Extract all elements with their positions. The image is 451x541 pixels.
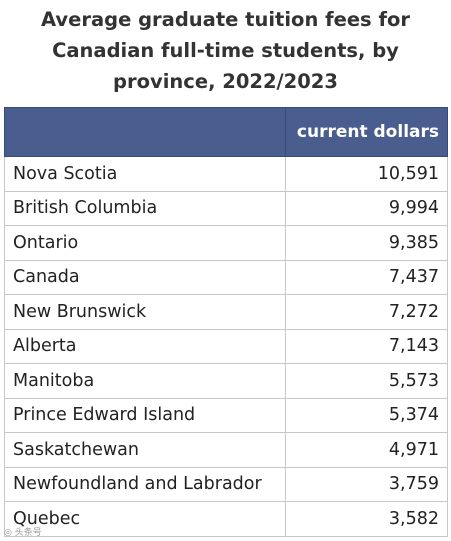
row-label: Alberta: [4, 328, 286, 364]
row-value: 3,582: [285, 501, 448, 537]
table-header-row: current dollars: [4, 107, 448, 157]
row-label: Nova Scotia: [4, 156, 286, 192]
row-label: Manitoba: [4, 363, 286, 399]
table-row: Manitoba 5,573: [4, 363, 448, 399]
row-value: 7,143: [285, 328, 448, 364]
row-value: 7,437: [285, 259, 448, 295]
chart-title: Average graduate tuition fees for Canadi…: [0, 4, 451, 97]
table-row: Prince Edward Island 5,374: [4, 397, 448, 433]
row-label: Canada: [4, 259, 286, 295]
table-row: Canada 7,437: [4, 259, 448, 295]
row-value: 9,994: [285, 190, 448, 226]
row-label: Ontario: [4, 225, 286, 261]
table-row: Newfoundland and Labrador 3,759: [4, 466, 448, 502]
column-header-label: [4, 107, 286, 157]
title-line: province, 2022/2023: [113, 70, 338, 93]
tuition-table: current dollars Nova Scotia 10,591 British…: [4, 107, 448, 537]
row-label: British Columbia: [4, 190, 286, 226]
table-row: Nova Scotia 10,591: [4, 156, 448, 192]
table-row: British Columbia 9,994: [4, 190, 448, 226]
row-value: 7,272: [285, 294, 448, 330]
title-line: Canadian full-time students, by: [52, 39, 399, 62]
row-label: New Brunswick: [4, 294, 286, 330]
row-label: Quebec: [4, 501, 286, 537]
column-header-value: current dollars: [285, 107, 448, 157]
watermark-logo: ◎ 头条号: [4, 528, 42, 538]
row-value: 4,971: [285, 432, 448, 468]
table-row: Saskatchewan 4,971: [4, 432, 448, 468]
row-label: Newfoundland and Labrador: [4, 466, 286, 502]
row-value: 5,573: [285, 363, 448, 399]
table-body: Nova Scotia 10,591 British Columbia 9,994 On…: [4, 156, 448, 537]
row-value: 3,759: [285, 466, 448, 502]
row-value: 10,591: [285, 156, 448, 192]
table-row: Alberta 7,143: [4, 328, 448, 364]
row-label: Prince Edward Island: [4, 397, 286, 433]
table-row: Quebec 3,582: [4, 501, 448, 537]
row-value: 5,374: [285, 397, 448, 433]
row-label: Saskatchewan: [4, 432, 286, 468]
table-row: New Brunswick 7,272: [4, 294, 448, 330]
row-value: 9,385: [285, 225, 448, 261]
title-line: Average graduate tuition fees for: [41, 8, 410, 31]
table-row: Ontario 9,385: [4, 225, 448, 261]
